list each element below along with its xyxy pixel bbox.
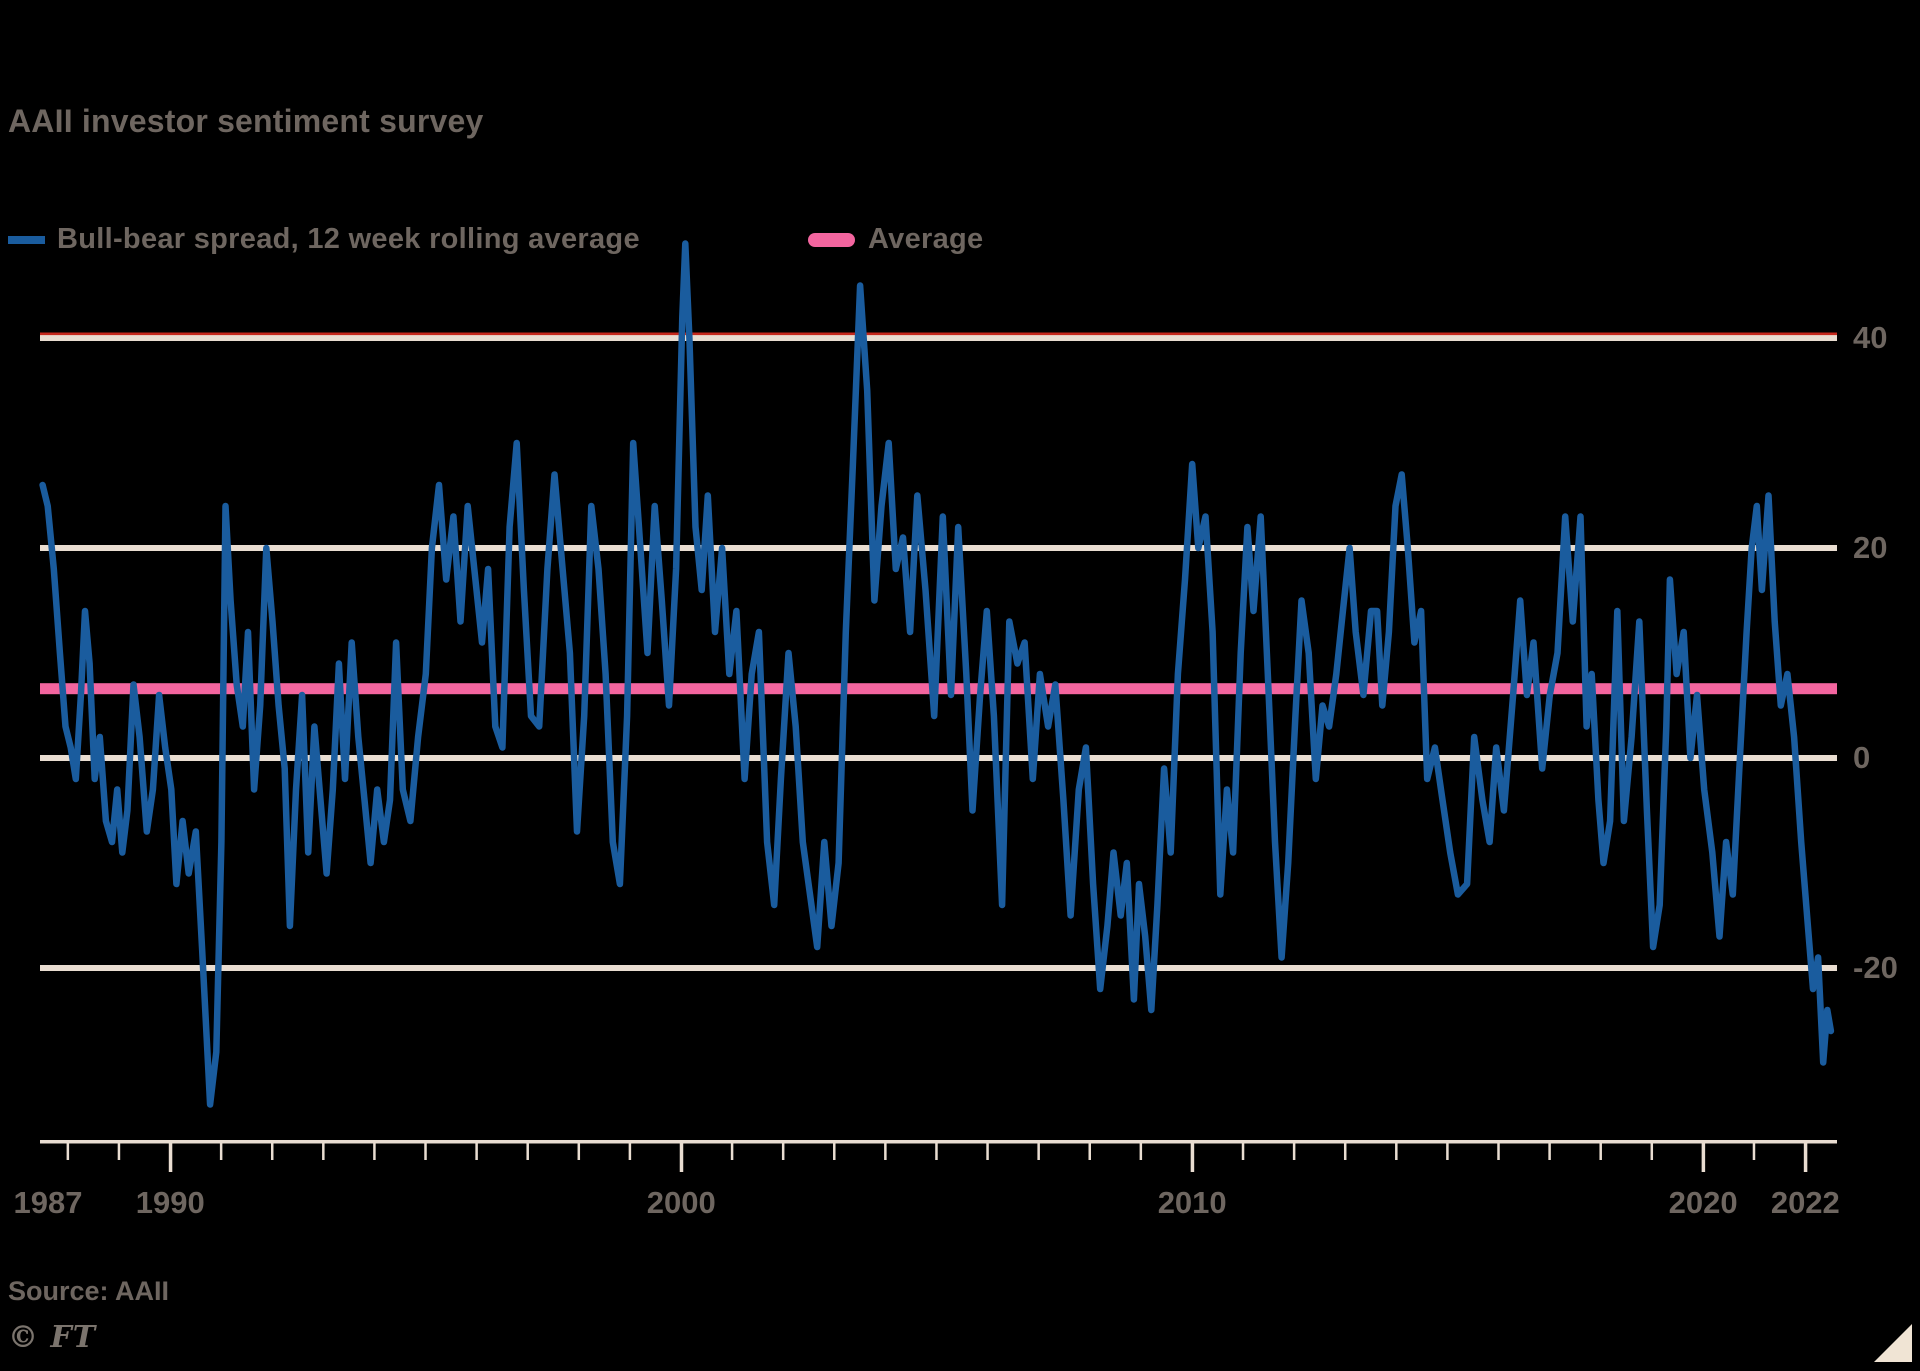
x-tick-2007	[1037, 1140, 1040, 1160]
x-tick-2004	[884, 1140, 887, 1160]
x-tick-2008	[1088, 1140, 1091, 1160]
x-tick-2021	[1752, 1140, 1756, 1160]
x-tick-2002	[781, 1140, 785, 1160]
x-tick-1990	[168, 1140, 173, 1172]
y-axis-label--20: -20	[1853, 950, 1898, 985]
x-tick-2005	[935, 1140, 938, 1160]
x-tick-2019	[1650, 1140, 1654, 1160]
x-axis-label-2022: 2022	[1770, 1185, 1840, 1220]
legend-series-label: Bull-bear spread, 12 week rolling averag…	[57, 223, 640, 255]
x-tick-1989	[117, 1140, 121, 1160]
x-tick-2010	[1190, 1140, 1195, 1172]
corner-triangle-icon	[1874, 1324, 1912, 1362]
series-line-swatch-icon	[8, 236, 45, 244]
x-tick-2014	[1395, 1140, 1398, 1160]
x-tick-2018	[1599, 1140, 1602, 1160]
x-tick-1996	[475, 1140, 478, 1160]
gridline-40	[40, 335, 1837, 341]
x-tick-1992	[270, 1140, 274, 1160]
x-axis-label-2010: 2010	[1157, 1185, 1227, 1220]
x-tick-2020	[1701, 1140, 1706, 1172]
source-note: Source: AAII	[8, 1276, 170, 1306]
x-tick-2012	[1292, 1140, 1296, 1160]
x-tick-2011	[1241, 1140, 1245, 1160]
gridline-40-red-accent	[40, 332, 1837, 336]
x-tick-1995	[424, 1140, 427, 1160]
x-tick-1994	[373, 1140, 376, 1160]
x-axis-label-2020: 2020	[1668, 1185, 1738, 1220]
x-axis-label-1990: 1990	[135, 1185, 205, 1220]
x-axis-baseline	[40, 1140, 1837, 1144]
x-tick-2013	[1343, 1140, 1347, 1160]
x-tick-2009	[1139, 1140, 1143, 1160]
x-tick-1999	[628, 1140, 632, 1160]
gridline--20	[40, 965, 1837, 971]
bull-bear-series-line	[39, 240, 1835, 1108]
legend: Bull-bear spread, 12 week rolling averag…	[0, 222, 1100, 258]
gridline-0	[40, 755, 1837, 761]
x-tick-1998	[577, 1140, 581, 1160]
x-tick-2006	[986, 1140, 989, 1160]
x-tick-2022	[1803, 1140, 1808, 1172]
average-line-swatch-icon	[808, 233, 855, 247]
ft-logo: © FT	[8, 1320, 97, 1355]
y-axis-label-20: 20	[1853, 530, 1888, 565]
x-tick-2000	[679, 1140, 684, 1172]
x-tick-1993	[322, 1140, 325, 1160]
page-title: AAII investor sentiment survey	[8, 103, 484, 139]
x-tick-1991	[219, 1140, 223, 1160]
x-tick-1997	[526, 1140, 529, 1160]
x-axis-label-1987: 1987	[13, 1185, 83, 1220]
y-axis-label-0: 0	[1853, 740, 1871, 775]
x-tick-2017	[1548, 1140, 1551, 1160]
x-tick-2003	[833, 1140, 836, 1160]
x-axis-label-2000: 2000	[646, 1185, 716, 1220]
x-tick-2015	[1446, 1140, 1449, 1160]
x-tick-1988	[66, 1140, 70, 1160]
x-tick-2001	[730, 1140, 734, 1160]
y-axis-label-40: 40	[1853, 320, 1888, 355]
x-tick-2016	[1497, 1140, 1500, 1160]
legend-average-label: Average	[868, 223, 984, 255]
